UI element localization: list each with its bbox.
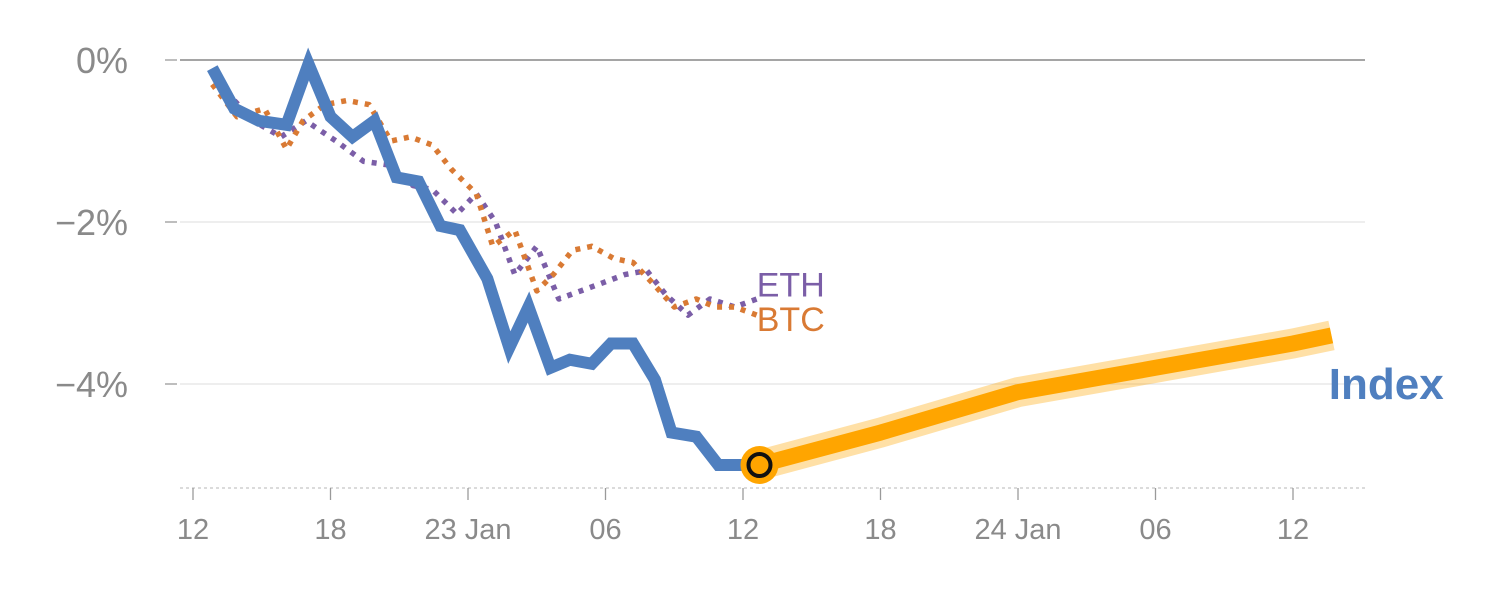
- x-tick-label: 18: [864, 514, 896, 546]
- x-tick-label: 12: [177, 514, 209, 546]
- x-axis: 12 18 23 Jan 06 12 18 24 Jan 06 12: [177, 487, 1365, 546]
- x-tick-label: 24 Jan: [974, 514, 1061, 546]
- series-line-btc: [210, 82, 758, 318]
- forecast-line: [757, 327, 1334, 473]
- series-line-index: [207, 47, 760, 471]
- grid-lines: [180, 59, 1365, 385]
- x-tick-label: 06: [1139, 514, 1171, 546]
- marker-halo: [740, 446, 779, 484]
- x-tick-label: 12: [727, 514, 759, 546]
- y-tick-label: −4%: [55, 364, 128, 405]
- label-btc: BTC: [757, 301, 825, 339]
- marker-ring: [746, 452, 773, 478]
- x-tick-label: 06: [589, 514, 621, 546]
- x-tick-label: 23 Jan: [424, 514, 511, 546]
- forecast-band: [755, 320, 1335, 480]
- series-lines: [207, 47, 760, 471]
- label-eth: ETH: [757, 266, 825, 304]
- x-tick-label: 12: [1277, 514, 1309, 546]
- y-tick-label: 0%: [76, 40, 128, 81]
- current-marker: [740, 446, 779, 484]
- y-axis: 0% −2% −4%: [55, 40, 177, 405]
- label-index: Index: [1329, 360, 1444, 409]
- y-tick-label: −2%: [55, 202, 128, 243]
- x-tick-label: 18: [314, 514, 346, 546]
